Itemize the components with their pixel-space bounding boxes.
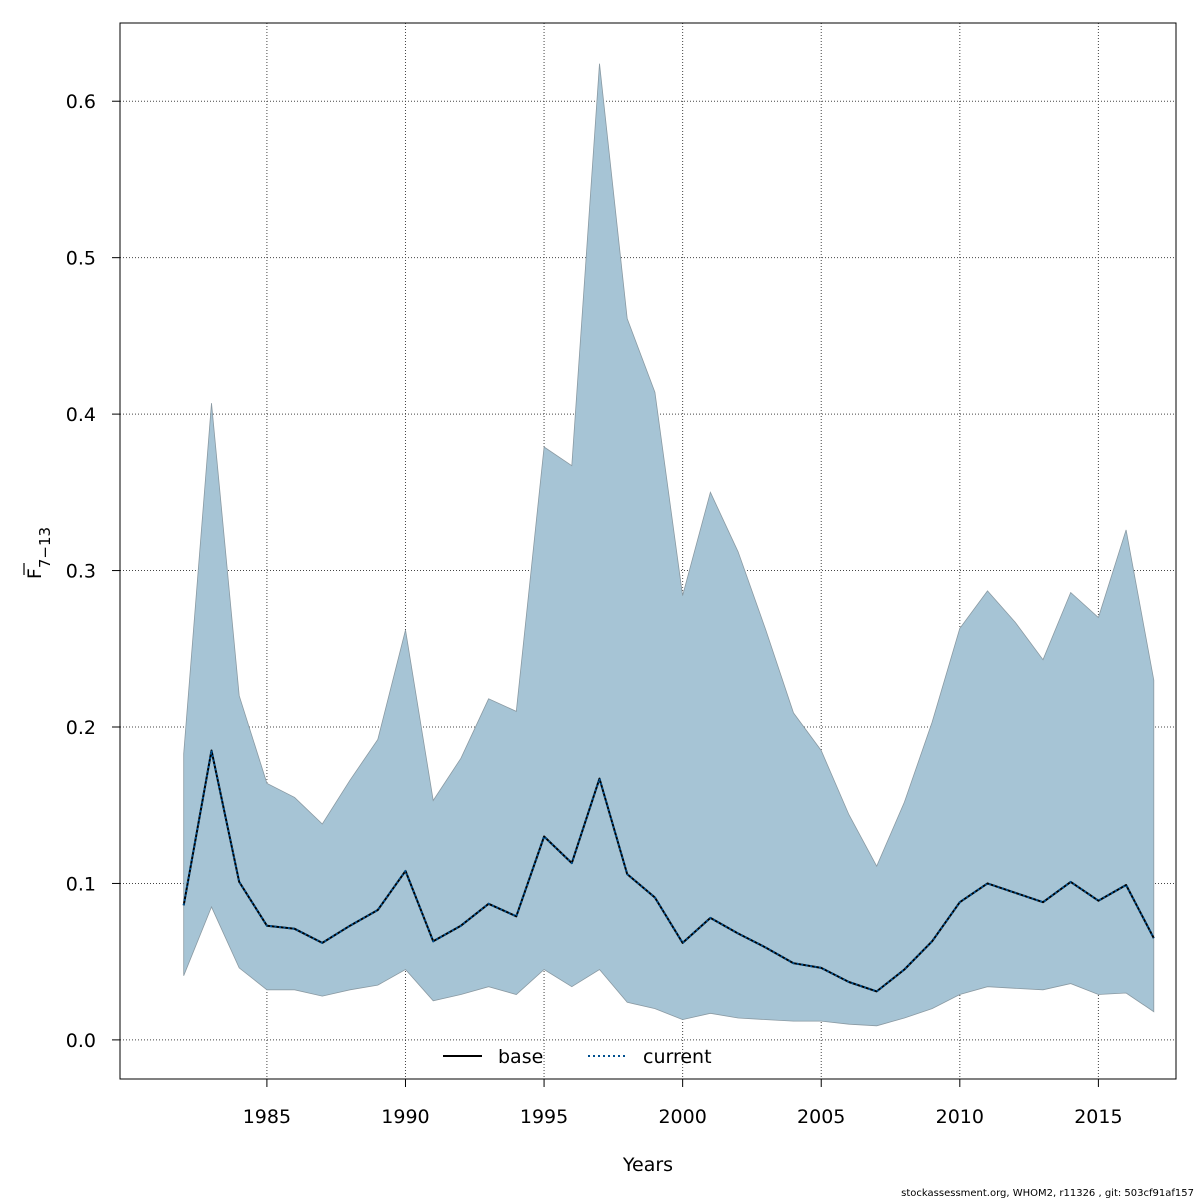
series-line-current: [182, 749, 1155, 993]
x-axis-title: Years: [622, 1154, 673, 1176]
y-axis: 0.0 0.1 0.2 0.3 0.4 0.5 0.6: [66, 91, 120, 1052]
y-tick-label-0.4: 0.4: [66, 404, 96, 426]
y-axis-title-base: F: [24, 568, 46, 579]
y-axis-title-subscript: 7−13: [36, 527, 54, 568]
footer-credit: stockassessment.org, WHOM2, r11326 , git…: [901, 1188, 1194, 1199]
y-axis-title: F7−13: [23, 527, 54, 579]
y-tick-label-0.5: 0.5: [66, 248, 96, 270]
y-tick-label-0.6: 0.6: [66, 91, 96, 113]
x-tick-label-2005: 2005: [797, 1106, 845, 1128]
plot-frame: [119, 22, 1177, 1080]
y-tick-label-0.0: 0.0: [66, 1030, 96, 1052]
x-tick-label-2010: 2010: [936, 1106, 984, 1128]
x-tick-label-1990: 1990: [381, 1106, 429, 1128]
confidence-band-area: [183, 63, 1155, 1027]
svg-text:F7−13: F7−13: [24, 527, 54, 579]
x-tick-label-2015: 2015: [1074, 1106, 1122, 1128]
x-tick-label-1995: 1995: [520, 1106, 568, 1128]
x-axis: 1985 1990 1995 2000 2005 2010 2015: [243, 1079, 1123, 1128]
y-tick-label-0.3: 0.3: [66, 561, 96, 583]
legend-label-current: current: [643, 1046, 712, 1068]
legend-label-base: base: [498, 1046, 543, 1068]
x-tick-label-2000: 2000: [658, 1106, 706, 1128]
confidence-band: [183, 63, 1155, 1027]
legend: base current: [443, 1046, 712, 1068]
series-lines: [182, 749, 1155, 993]
y-tick-label-0.2: 0.2: [66, 717, 96, 739]
x-tick-label-1985: 1985: [243, 1106, 291, 1128]
y-tick-label-0.1: 0.1: [66, 873, 96, 895]
